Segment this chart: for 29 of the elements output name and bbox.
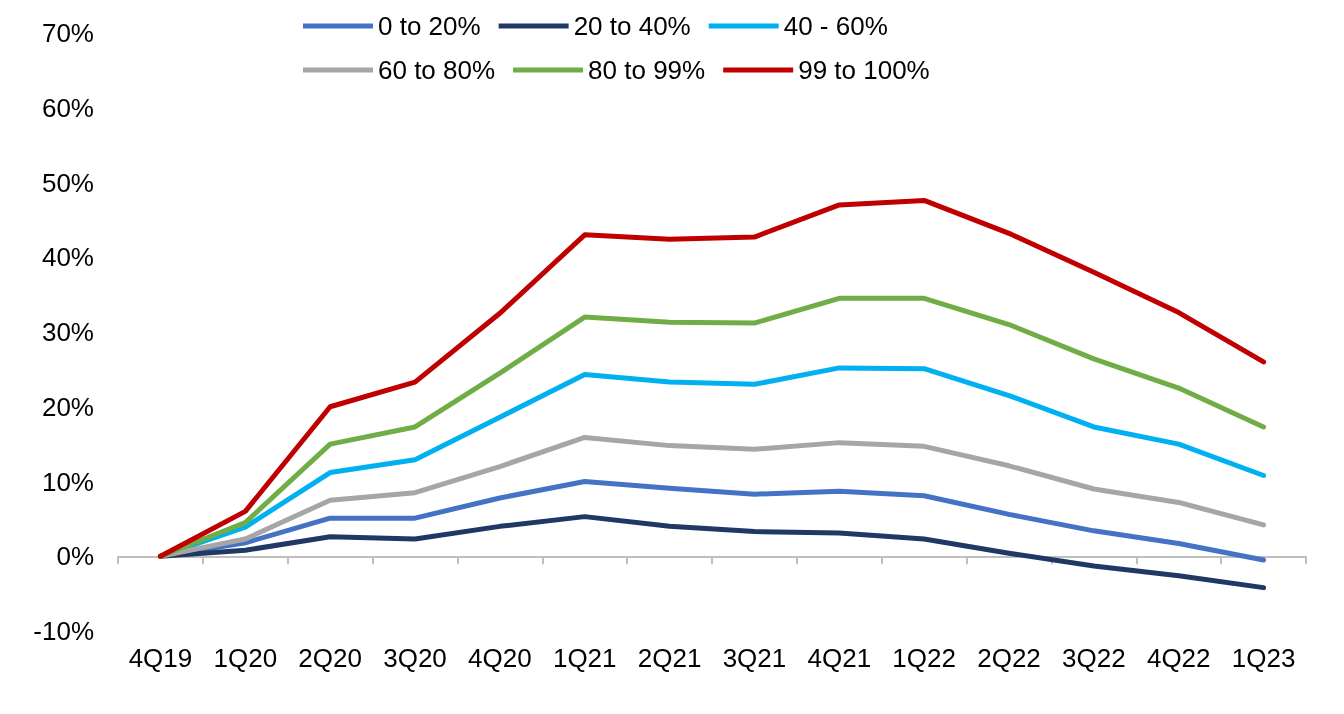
- y-tick-label: 40%: [41, 242, 94, 273]
- x-tick-label: 3Q22: [1062, 643, 1126, 673]
- x-tick-label: 2Q22: [977, 643, 1041, 673]
- y-tick-label: 50%: [41, 167, 94, 198]
- y-tick-label: 30%: [41, 317, 94, 347]
- y-tick-label: 20%: [41, 391, 94, 422]
- x-tick-label: 1Q20: [213, 643, 278, 673]
- x-tick-label: 4Q20: [468, 643, 532, 673]
- x-tick-label: 1Q23: [1231, 643, 1296, 673]
- x-tick-label: 4Q21: [807, 643, 872, 673]
- x-tick-label: 1Q22: [892, 643, 956, 673]
- x-tick-label: 2Q20: [298, 643, 362, 673]
- x-tick-label: 2Q21: [637, 643, 702, 673]
- y-tick-label: 10%: [41, 466, 94, 497]
- y-tick-label: -10%: [33, 616, 94, 646]
- x-tick-label: 1Q21: [552, 643, 617, 673]
- x-tick-label: 3Q21: [722, 643, 787, 673]
- x-tick-label: 3Q20: [383, 643, 447, 673]
- legend-label: 20 to 40%: [573, 11, 691, 41]
- legend-label: 80 to 99%: [588, 55, 706, 85]
- legend-label: 0 to 20%: [378, 11, 481, 41]
- x-tick-label: 4Q22: [1146, 643, 1211, 673]
- x-tick-label: 4Q19: [128, 643, 193, 673]
- legend-label: 60 to 80%: [378, 55, 496, 85]
- y-tick-label: 70%: [41, 18, 94, 48]
- y-tick-label: 0%: [56, 541, 94, 572]
- y-tick-label: 60%: [41, 92, 94, 123]
- legend-label: 99 to 100%: [798, 55, 930, 85]
- legend-label: 40 - 60%: [783, 11, 888, 41]
